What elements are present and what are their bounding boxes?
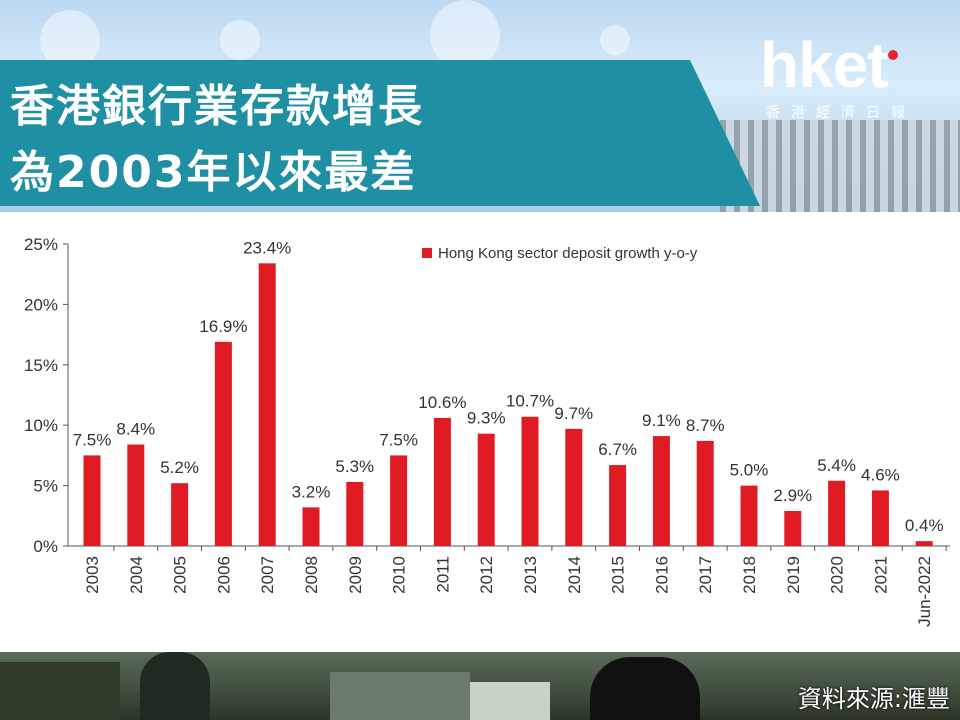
x-tick-label: 2016 xyxy=(652,556,671,594)
legend-swatch xyxy=(422,248,432,258)
bar-value-label: 10.7% xyxy=(506,392,554,411)
bar xyxy=(433,417,451,546)
bar-value-label: 5.3% xyxy=(335,457,374,476)
bar xyxy=(302,507,320,546)
bar xyxy=(214,341,232,546)
bar-value-label: 8.4% xyxy=(116,420,155,439)
hket-logo: hket 香港經濟日報 xyxy=(760,28,930,126)
bar xyxy=(784,510,802,546)
logo-subtitle: 香港經濟日報 xyxy=(766,105,916,121)
bar xyxy=(915,541,933,546)
bar-value-label: 10.6% xyxy=(418,393,466,412)
x-tick-label: 2013 xyxy=(521,556,540,594)
bokeh-decoration xyxy=(430,0,500,70)
x-tick-label: 2003 xyxy=(83,556,102,594)
bar-value-label: 9.3% xyxy=(467,409,506,428)
x-tick-label: 2012 xyxy=(477,556,496,594)
bar-value-label: 16.9% xyxy=(199,317,247,336)
bar xyxy=(346,481,364,546)
street-shape xyxy=(330,672,470,720)
source-note: 資料來源:滙豐 xyxy=(797,685,950,713)
y-tick-label: 20% xyxy=(24,295,58,314)
bar-value-label: 5.2% xyxy=(160,458,199,477)
x-tick-label: 2004 xyxy=(127,556,146,594)
bar-value-label: 5.0% xyxy=(730,461,769,480)
y-tick-label: 25% xyxy=(24,235,58,254)
bar-value-label: 6.7% xyxy=(598,440,637,459)
person-silhouette xyxy=(590,657,700,720)
bar-value-label: 3.2% xyxy=(292,482,331,501)
y-tick-label: 10% xyxy=(24,416,58,435)
bar xyxy=(652,436,670,546)
x-tick-label: 2006 xyxy=(214,556,233,594)
bar-value-label: 7.5% xyxy=(73,430,112,449)
vehicle-shape xyxy=(470,682,550,720)
bokeh-decoration xyxy=(220,20,260,60)
deposit-growth-chart: 0%5%10%15%20%25% 7.5%8.4%5.2%16.9%23.4%3… xyxy=(24,235,950,627)
bar xyxy=(565,428,583,546)
bar xyxy=(696,440,714,546)
bar xyxy=(127,444,145,546)
tree-shape xyxy=(0,662,120,720)
bar xyxy=(609,465,627,546)
x-tick-label: 2007 xyxy=(258,556,277,594)
x-tick-label: 2017 xyxy=(696,556,715,594)
x-tick-label: 2010 xyxy=(390,556,409,594)
x-tick-label: 2019 xyxy=(784,556,803,594)
x-tick-label: 2005 xyxy=(171,556,190,594)
bokeh-decoration xyxy=(600,25,630,55)
bar-value-label: 8.7% xyxy=(686,416,725,435)
bar-value-label: 9.1% xyxy=(642,411,681,430)
bar xyxy=(828,480,846,546)
bar xyxy=(390,455,408,546)
person-silhouette xyxy=(140,652,210,720)
chart-area: 0% 5% 10% 15% 20% 25% 7.5% 8.4% 5.2% 16.9% 23.4% 3… xyxy=(0,212,960,652)
title-line-2: 為2003年以來最差 xyxy=(10,147,417,198)
legend-label: Hong Kong sector deposit growth y-o-y xyxy=(438,245,698,262)
bar xyxy=(83,455,101,546)
title-line-1: 香港銀行業存款增長 xyxy=(10,81,424,132)
x-tick-label: 2021 xyxy=(871,556,890,594)
x-tick-label: Jun-2022 xyxy=(915,556,934,627)
x-axis-labels: 2003 2004 2005 2006 2007 2008 2009 2010 2011 2012… xyxy=(83,546,947,627)
building-photo xyxy=(720,120,960,212)
x-tick-label: 2015 xyxy=(609,556,628,594)
bar-value-label: 0.4% xyxy=(905,516,944,535)
footer-photo: 資料來源:滙豐 xyxy=(0,652,960,720)
bar xyxy=(477,433,495,546)
x-tick-label: 2008 xyxy=(302,556,321,594)
y-tick-label: 0% xyxy=(33,537,58,556)
y-axis: 0% 5% 10% 15% 20% 25% xyxy=(24,235,950,556)
bar-value-label: 23.4% xyxy=(243,238,291,257)
bar-value-label: 5.4% xyxy=(817,456,856,475)
bar-value-label: 4.6% xyxy=(861,465,900,484)
bar xyxy=(871,490,889,546)
bar-value-label: 7.5% xyxy=(379,430,418,449)
bar xyxy=(521,416,539,546)
title-banner xyxy=(0,60,760,206)
bar xyxy=(740,485,758,546)
logo-text: hket xyxy=(760,29,889,101)
x-tick-label: 2011 xyxy=(433,556,452,593)
x-tick-label: 2020 xyxy=(828,556,847,594)
x-tick-label: 2009 xyxy=(346,556,365,594)
x-tick-label: 2018 xyxy=(740,556,759,594)
bar xyxy=(171,483,189,546)
bar-value-label: 2.9% xyxy=(773,486,812,505)
y-tick-label: 5% xyxy=(33,477,58,496)
logo-dot xyxy=(888,50,898,60)
bar-value-label: 9.7% xyxy=(554,404,593,423)
bars: 7.5%8.4%5.2%16.9%23.4%3.2%5.3%7.5%10.6%9… xyxy=(73,238,944,546)
legend: Hong Kong sector deposit growth y-o-y xyxy=(422,245,698,262)
x-tick-label: 2014 xyxy=(565,556,584,594)
bar xyxy=(258,263,276,546)
y-tick-label: 15% xyxy=(24,356,58,375)
